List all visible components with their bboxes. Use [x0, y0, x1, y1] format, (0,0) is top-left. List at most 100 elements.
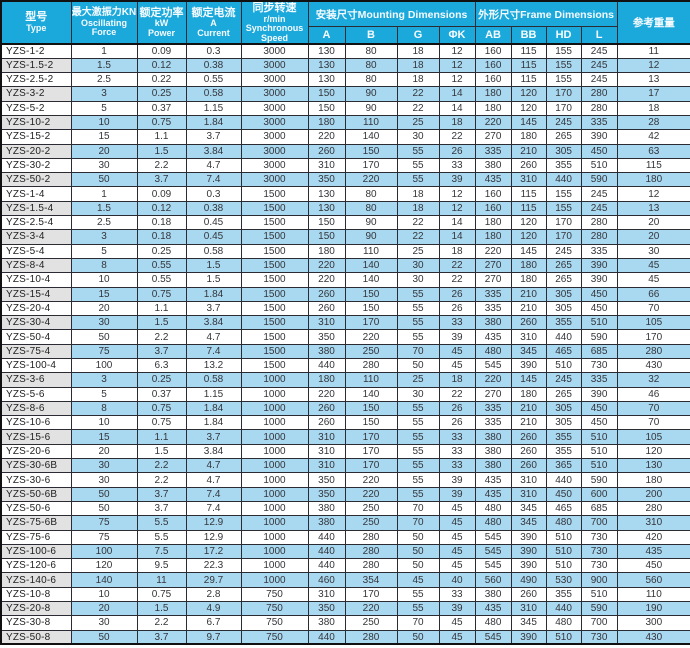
value-cell: 1500: [240, 200, 309, 217]
value-cell: 350: [307, 601, 346, 617]
value-cell: 345: [510, 500, 547, 517]
value-cell: 4.7: [185, 458, 242, 474]
model-cell: YZS-20-2: [0, 143, 72, 159]
header-col-G: G: [396, 26, 440, 45]
value-cell: 380: [474, 586, 512, 603]
value-cell: 20: [70, 300, 138, 317]
value-cell: 260: [307, 300, 346, 317]
value-cell: 0.75: [136, 586, 187, 603]
value-cell: 40: [438, 572, 476, 588]
header-current: 额定电流 A Current: [185, 0, 242, 45]
value-cell: 3.7: [136, 172, 187, 188]
value-cell: 32: [616, 372, 690, 388]
value-cell: 380: [474, 458, 512, 474]
value-cell: 6.3: [136, 357, 187, 374]
value-cell: 110: [344, 114, 398, 131]
value-cell: 590: [580, 172, 618, 188]
value-cell: 345: [510, 343, 547, 359]
value-cell: 0.18: [136, 229, 187, 245]
value-cell: 510: [580, 429, 618, 445]
value-cell: 120: [70, 558, 138, 574]
value-cell: 4.7: [185, 329, 242, 345]
value-cell: 3000: [240, 57, 309, 74]
value-cell: 1.5: [70, 57, 138, 74]
value-cell: 39: [438, 472, 476, 488]
table-row: YZS-140-6 140 11 29.7 1000 460 354 45 40 560 490 53…: [0, 572, 690, 588]
value-cell: 1.84: [185, 286, 242, 302]
header-reference-weight: 参考重量: [616, 0, 690, 45]
value-cell: 600: [580, 486, 618, 502]
value-cell: 30: [70, 615, 138, 631]
value-cell: 14: [438, 229, 476, 245]
value-cell: 435: [474, 486, 512, 502]
value-cell: 155: [545, 200, 582, 217]
value-cell: 3: [70, 372, 138, 388]
value-cell: 560: [616, 572, 690, 588]
value-cell: 510: [580, 443, 618, 460]
value-cell: 380: [474, 429, 512, 445]
value-cell: 5: [70, 243, 138, 259]
value-cell: 355: [545, 315, 582, 331]
table-row: YZS-120-6 120 9.5 22.3 1000 440 280 50 45 545 390 5…: [0, 558, 690, 574]
header-current-unit: A: [210, 18, 217, 29]
value-cell: 140: [344, 272, 398, 288]
value-cell: 700: [580, 615, 618, 631]
value-cell: 245: [580, 186, 618, 202]
value-cell: 0.75: [136, 415, 187, 431]
value-cell: 220: [474, 372, 512, 388]
value-cell: 210: [510, 415, 547, 431]
value-cell: 0.75: [136, 400, 187, 417]
value-cell: 560: [474, 572, 512, 588]
table-row: YZS-30-6 30 2.2 4.7 1000 350 220 55 39 435 310 440 5…: [0, 472, 690, 488]
value-cell: 7.4: [185, 343, 242, 359]
value-cell: 80: [344, 57, 398, 74]
value-cell: 2.2: [136, 157, 187, 174]
value-cell: 12: [616, 186, 690, 202]
header-col-B: B: [344, 26, 398, 45]
value-cell: 280: [616, 343, 690, 359]
table-row: YZS-20-4 20 1.1 3.7 1500 260 150 55 26 335 210 305 4…: [0, 300, 690, 317]
value-cell: 115: [510, 200, 547, 217]
value-cell: 350: [307, 472, 346, 488]
value-cell: 26: [438, 400, 476, 417]
value-cell: 33: [438, 443, 476, 460]
value-cell: 130: [307, 43, 346, 59]
value-cell: 115: [510, 186, 547, 202]
value-cell: 1500: [240, 286, 309, 302]
value-cell: 0.38: [185, 57, 242, 74]
value-cell: 11: [136, 572, 187, 588]
value-cell: 245: [545, 372, 582, 388]
value-cell: 180: [510, 257, 547, 274]
value-cell: 45: [438, 515, 476, 531]
value-cell: 305: [545, 286, 582, 302]
value-cell: 3000: [240, 157, 309, 174]
model-cell: YZS-2.5-4: [0, 215, 72, 231]
header-type-zh: 型号: [25, 11, 48, 24]
value-cell: 100: [70, 543, 138, 560]
value-cell: 3.84: [185, 315, 242, 331]
header-col-AB: AB: [474, 26, 512, 45]
value-cell: 440: [545, 601, 582, 617]
table-row: YZS-10-4 10 0.55 1.5 1500 220 140 30 22 270 180 265…: [0, 272, 690, 288]
table-row: YZS-3-2 3 0.25 0.58 3000 150 90 22 14 180 120 170 28…: [0, 86, 690, 102]
model-cell: YZS-5-2: [0, 100, 72, 116]
value-cell: 3000: [240, 43, 309, 59]
table-row: YZS-3-4 3 0.18 0.45 1500 150 90 22 14 180 120 170 28…: [0, 229, 690, 245]
header-oscillating-force: 最大激振力KN Oscillating Force: [70, 0, 138, 45]
value-cell: 900: [580, 572, 618, 588]
table-row: YZS-20-6 20 1.5 3.84 1000 310 170 55 33 380 260 355…: [0, 443, 690, 460]
table-row: YZS-5-6 5 0.37 1.15 1000 220 140 30 22 270 180 265 3…: [0, 386, 690, 402]
value-cell: 55: [396, 601, 440, 617]
value-cell: 245: [580, 72, 618, 88]
value-cell: 3.7: [136, 629, 187, 645]
value-cell: 265: [545, 386, 582, 402]
value-cell: 130: [307, 200, 346, 217]
value-cell: 22: [396, 100, 440, 116]
value-cell: 280: [344, 629, 398, 645]
value-cell: 180: [474, 229, 512, 245]
value-cell: 260: [307, 400, 346, 417]
value-cell: 0.09: [136, 43, 187, 59]
table-row: YZS-2.5-4 2.5 0.18 0.45 1500 150 90 22 14 180 120 1…: [0, 215, 690, 231]
value-cell: 140: [344, 129, 398, 145]
value-cell: 1500: [240, 229, 309, 245]
